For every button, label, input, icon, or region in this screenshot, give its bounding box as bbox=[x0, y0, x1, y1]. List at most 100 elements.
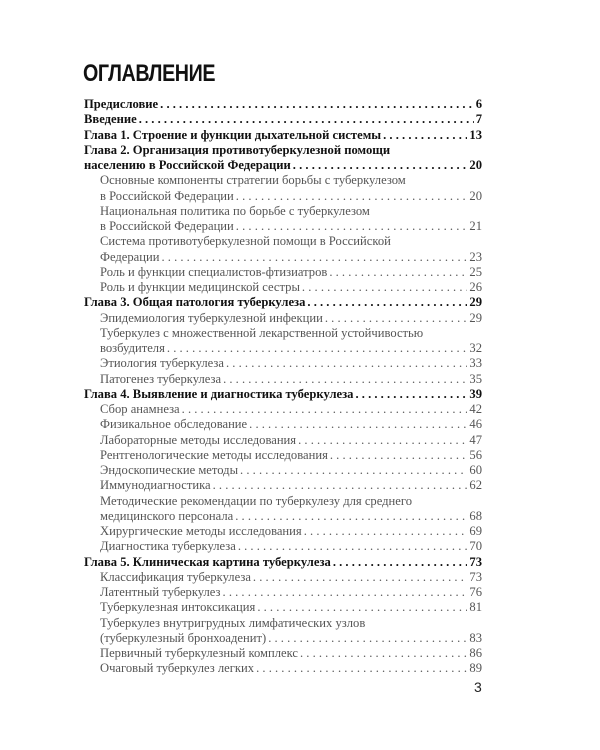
toc-entry-line: Методические рекомендации по туберкулезу… bbox=[84, 494, 482, 509]
toc-page-number: 32 bbox=[469, 341, 482, 355]
toc-entry-line: Роль и функции медицинской сестры 26 bbox=[84, 280, 482, 295]
dot-leader bbox=[223, 372, 467, 387]
toc-section-entry: Латентный туберкулез 76 bbox=[84, 585, 482, 600]
toc-section-entry: Диагностика туберкулеза 70 bbox=[84, 539, 482, 554]
dot-leader bbox=[298, 433, 467, 448]
toc-chapter-entry: Глава 5. Клиническая картина туберкулеза… bbox=[84, 555, 482, 570]
toc-page-number: 25 bbox=[469, 264, 482, 279]
toc-entry-line: Эпидемиология туберкулезной инфекции 29 bbox=[84, 311, 482, 326]
toc-section-entry: Эндоскопические методы 60 bbox=[84, 463, 482, 478]
toc-entry-text: Глава 1. Строение и функции дыхательной … bbox=[84, 127, 382, 142]
toc-page-number: 42 bbox=[469, 402, 482, 416]
toc-entry-text: Система противотуберкулезной помощи в Ро… bbox=[100, 234, 391, 249]
toc-page-number: 47 bbox=[469, 432, 482, 447]
toc-page-number: 29 bbox=[469, 310, 482, 325]
toc-entry-line: населению в Российской Федерации 20 bbox=[84, 158, 482, 173]
toc-section-entry: Иммунодиагностика 62 bbox=[84, 478, 482, 493]
page-title: ОГЛАВЛЕНИЕ bbox=[83, 60, 216, 87]
dot-leader bbox=[160, 97, 474, 112]
toc-entry-line: Лабораторные методы исследования 47 bbox=[84, 433, 482, 448]
toc-page-number: 83 bbox=[469, 630, 482, 645]
toc-entry-text: Федерации bbox=[100, 249, 160, 264]
dot-leader bbox=[325, 311, 468, 326]
toc-chapter-entry: Глава 4. Выявление и диагностика туберку… bbox=[84, 387, 482, 402]
toc-entry-line: Глава 2. Организация противотуберкулезно… bbox=[84, 143, 482, 158]
toc-section-entry: Эпидемиология туберкулезной инфекции 29 bbox=[84, 311, 482, 326]
toc-entry-text: населению в Российской Федерации bbox=[84, 158, 291, 172]
toc-entry-text: в Российской Федерации bbox=[100, 188, 234, 203]
toc-entry-text: Патогенез туберкулеза bbox=[100, 371, 222, 386]
toc-page-number: 89 bbox=[469, 661, 482, 676]
dot-leader bbox=[333, 555, 468, 570]
toc-entry-line: Первичный туберкулезный комплекс 86 bbox=[84, 646, 482, 661]
toc-section-entry: Национальная политика по борьбе с туберк… bbox=[84, 204, 482, 235]
toc-page-number: 13 bbox=[469, 127, 482, 142]
toc-entry-text: Сбор анамнеза bbox=[100, 402, 180, 416]
toc-entry-line: Глава 3. Общая патология туберкулеза 29 bbox=[84, 295, 482, 310]
toc-entry-text: Рентгенологические методы исследования bbox=[100, 447, 328, 462]
toc-entry-text: (туберкулезный бронхоаденит) bbox=[100, 630, 267, 645]
dot-leader bbox=[307, 295, 467, 310]
toc-entry-text: Первичный туберкулезный комплекс bbox=[100, 646, 298, 660]
toc-chapter-entry: Введение 7 bbox=[84, 112, 482, 127]
toc-entry-text: Глава 4. Выявление и диагностика туберку… bbox=[84, 386, 354, 401]
dot-leader bbox=[223, 585, 468, 600]
toc-page-number: 7 bbox=[475, 112, 482, 127]
dot-leader bbox=[139, 112, 474, 127]
toc-entry-line: Глава 5. Клиническая картина туберкулеза… bbox=[84, 555, 482, 570]
toc-entry-line: Федерации 23 bbox=[84, 250, 482, 265]
toc-section-entry: Этиология туберкулеза 33 bbox=[84, 356, 482, 371]
toc-entry-text: Роль и функции медицинской сестры bbox=[100, 280, 300, 294]
toc-entry-line: Туберкулез с множественной лекарственной… bbox=[84, 326, 482, 341]
toc-page-number: 46 bbox=[469, 417, 482, 432]
toc-section-entry: Методические рекомендации по туберкулезу… bbox=[84, 494, 482, 525]
dot-leader bbox=[213, 478, 468, 493]
toc-entry-text: Предисловие bbox=[84, 97, 159, 111]
toc-section-entry: Патогенез туберкулеза 35 bbox=[84, 372, 482, 387]
toc-section-entry: Роль и функции медицинской сестры 26 bbox=[84, 280, 482, 295]
toc-page-number: 33 bbox=[469, 356, 482, 371]
toc-page-number: 39 bbox=[469, 386, 482, 401]
toc-entry-line: Предисловие 6 bbox=[84, 97, 482, 112]
toc-page-number: 21 bbox=[469, 219, 482, 233]
toc-entry-text: Хирургические методы исследования bbox=[100, 524, 302, 538]
toc-page-number: 20 bbox=[469, 188, 482, 203]
toc-entry-line: Туберкулез внутригрудных лимфатических у… bbox=[84, 616, 482, 631]
toc-page-number: 60 bbox=[469, 463, 482, 477]
dot-leader bbox=[304, 524, 468, 539]
toc-entry-line: Основные компоненты стратегии борьбы с т… bbox=[84, 173, 482, 188]
toc-section-entry: Хирургические методы исследования 69 bbox=[84, 524, 482, 539]
dot-leader bbox=[268, 631, 467, 646]
toc-section-entry: Классификация туберкулеза 73 bbox=[84, 570, 482, 585]
toc-page-number: 73 bbox=[469, 569, 482, 584]
toc-entry-text: Методические рекомендации по туберкулезу… bbox=[100, 493, 413, 508]
page-number: 3 bbox=[474, 679, 482, 695]
dot-leader bbox=[167, 341, 468, 356]
toc-entry-text: Латентный туберкулез bbox=[100, 585, 221, 599]
dot-leader bbox=[383, 128, 467, 143]
toc-entry-text: Туберкулезная интоксикация bbox=[100, 600, 256, 615]
toc-page-number: 35 bbox=[469, 371, 482, 386]
toc-entry-line: Патогенез туберкулеза 35 bbox=[84, 372, 482, 387]
toc-entry-text: Эндоскопические методы bbox=[100, 463, 239, 477]
toc-page-number: 81 bbox=[469, 600, 482, 615]
toc-entry-line: Система противотуберкулезной помощи в Ро… bbox=[84, 234, 482, 249]
toc-section-entry: Физикальное обследование 46 bbox=[84, 417, 482, 432]
dot-leader bbox=[330, 448, 468, 463]
toc-entry-line: Хирургические методы исследования 69 bbox=[84, 524, 482, 539]
toc-entry-text: Лабораторные методы исследования bbox=[100, 432, 297, 447]
dot-leader bbox=[161, 250, 467, 265]
dot-leader bbox=[302, 280, 467, 295]
toc-section-entry: Сбор анамнеза 42 bbox=[84, 402, 482, 417]
toc-page-number: 62 bbox=[469, 478, 482, 493]
toc-entry-text: Национальная политика по борьбе с туберк… bbox=[100, 203, 370, 218]
toc-page-number: 73 bbox=[469, 554, 482, 569]
toc-entry-line: возбудителя 32 bbox=[84, 341, 482, 356]
dot-leader bbox=[355, 387, 467, 402]
toc-entry-line: Национальная политика по борьбе с туберк… bbox=[84, 204, 482, 219]
toc-section-entry: Первичный туберкулезный комплекс 86 bbox=[84, 646, 482, 661]
toc-entry-text: Диагностика туберкулеза bbox=[100, 539, 236, 554]
toc-entry-text: медицинского персонала bbox=[100, 508, 234, 523]
toc-entry-text: Введение bbox=[84, 112, 137, 127]
toc-entry-line: Латентный туберкулез 76 bbox=[84, 585, 482, 600]
